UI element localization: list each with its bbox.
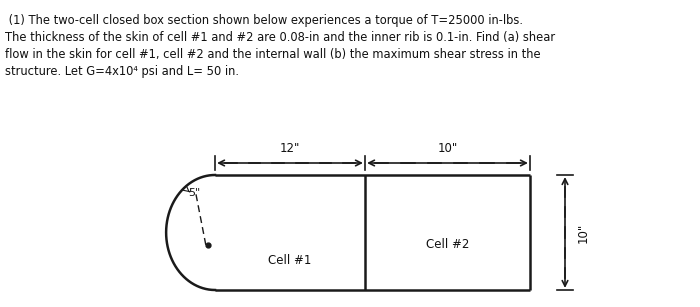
Text: 12": 12" [280,142,300,155]
Text: The thickness of the skin of cell #1 and #2 are 0.08-in and the inner rib is 0.1: The thickness of the skin of cell #1 and… [5,31,555,44]
Text: 10": 10" [438,142,458,155]
Text: flow in the skin for cell #1, cell #2 and the internal wall (b) the maximum shea: flow in the skin for cell #1, cell #2 an… [5,48,540,61]
Text: structure. Let G=4x10⁴ psi and L= 50 in.: structure. Let G=4x10⁴ psi and L= 50 in. [5,65,239,78]
Text: Cell #1: Cell #1 [268,254,312,267]
Text: Cell #2: Cell #2 [426,238,469,251]
Text: (1) The two-cell closed box section shown below experiences a torque of T=25000 : (1) The two-cell closed box section show… [5,14,523,27]
Text: 10": 10" [577,222,590,243]
Text: 5": 5" [188,188,200,198]
